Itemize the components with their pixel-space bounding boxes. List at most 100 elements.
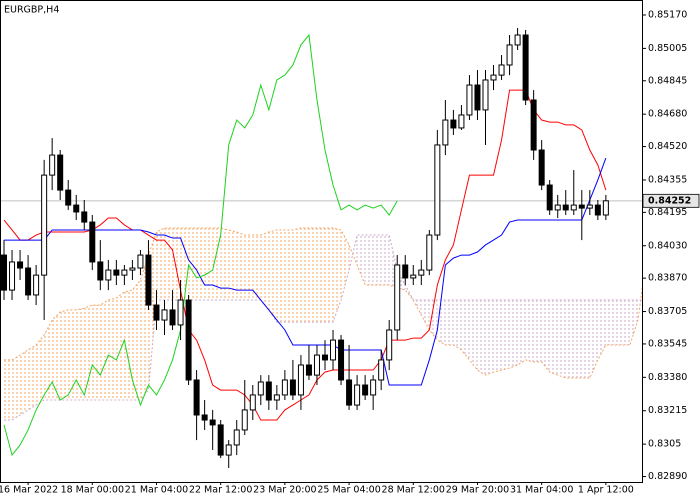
x-tick-label: 1 Apr 12:00 [578, 485, 634, 496]
cloud-segment [493, 300, 502, 373]
candle-body [506, 44, 513, 66]
cloud-segment [429, 300, 438, 341]
candle-body [273, 394, 280, 401]
cloud-segment [549, 300, 558, 376]
candle-body [466, 84, 473, 116]
cloud-segment [4, 359, 13, 421]
candle-body [233, 429, 240, 446]
cloud-segment [92, 305, 101, 401]
candle-body [9, 261, 16, 291]
cloud-segment [517, 300, 526, 365]
y-tick-label: 0.84520 [648, 141, 687, 152]
candle-body [281, 379, 288, 396]
cloud-segment [284, 229, 293, 323]
candle-body [426, 234, 433, 271]
candle-body [338, 339, 345, 381]
candle-body [121, 269, 128, 276]
cloud-segment [84, 305, 93, 401]
cloud-segment [76, 308, 85, 401]
y-tick-label: 0.83380 [648, 372, 687, 383]
y-tick-label: 0.84845 [648, 75, 687, 86]
candle-body [161, 309, 168, 321]
y-tick-label: 0.84355 [648, 174, 687, 185]
cloud-segment [172, 227, 181, 301]
x-tick-label: 21 Mar 04:00 [125, 485, 188, 496]
x-tick-label: 22 Mar 12:00 [189, 485, 252, 496]
candle-body [530, 99, 537, 151]
candle-body [113, 269, 120, 276]
cloud-segment [180, 227, 189, 301]
candle-body [474, 84, 481, 111]
candle-body [378, 359, 385, 381]
x-tick-label: 31 Mar 04:00 [510, 485, 573, 496]
cloud-segment [357, 235, 366, 286]
cloud-segment [308, 227, 317, 323]
cloud-segment [541, 300, 550, 373]
x-tick-label: 29 Mar 20:00 [446, 485, 509, 496]
candle-body [169, 309, 176, 326]
cloud-segment [108, 297, 117, 401]
candle-body [297, 364, 304, 396]
candle-body [17, 261, 24, 269]
candle-body [586, 204, 593, 209]
candle-body [81, 211, 88, 223]
candle-body [482, 79, 489, 111]
cloud-segment [325, 227, 334, 323]
candle-body [313, 354, 320, 376]
candle-body [386, 329, 393, 361]
cloud-segment [236, 231, 245, 301]
cloud-segment [485, 300, 494, 376]
candle-body [249, 394, 256, 411]
candle-body [129, 267, 136, 271]
candle-body [201, 414, 208, 421]
candle-body [49, 154, 56, 176]
cloud-segment [268, 229, 277, 323]
cloud-segment [228, 229, 237, 301]
chart-title: EURGBP,H4 [4, 5, 59, 16]
cloud-segment [276, 229, 285, 323]
cloud-segment [573, 300, 582, 378]
cloud-segment [292, 227, 301, 323]
x-tick-label: 25 Mar 04:00 [317, 485, 380, 496]
cloud-segment [100, 300, 109, 401]
candle-body [185, 299, 192, 381]
candle-body [562, 204, 569, 211]
candle-body [257, 381, 264, 396]
y-tick-label: 0.85005 [648, 43, 687, 54]
y-tick-label: 0.84680 [648, 109, 687, 120]
x-tick-label: 16 Mar 2022 [0, 485, 58, 496]
span-b-line [4, 234, 642, 421]
candle-body [73, 204, 80, 213]
cloud-segment [252, 235, 261, 301]
candle-body [209, 419, 216, 426]
cloud-segment [621, 300, 630, 345]
candle-body [578, 204, 585, 209]
candle-body [498, 64, 505, 76]
cloud-segment [12, 355, 21, 421]
candle-body [225, 444, 232, 456]
candle-body [1, 254, 8, 291]
candle-body [346, 379, 353, 406]
cloud-segment [629, 300, 638, 345]
candle-body [193, 379, 200, 416]
cloud-segment [341, 229, 350, 301]
candle-body [402, 264, 409, 279]
indicator-line [4, 157, 607, 386]
candle-body [442, 119, 449, 146]
cloud-segment [164, 227, 173, 301]
candle-body [410, 274, 417, 279]
candle-body [546, 184, 553, 211]
cloud-segment [44, 320, 53, 401]
price-label: 0.84252 [648, 195, 691, 206]
y-tick-label: 0.82890 [648, 471, 687, 482]
candle-body [434, 144, 441, 236]
candle-body [33, 274, 40, 296]
candle-body [89, 221, 96, 263]
cloud-segment [204, 227, 213, 301]
candle-body [25, 267, 32, 296]
y-tick-label: 0.83870 [648, 273, 687, 284]
x-tick-label: 28 Mar 12:00 [382, 485, 445, 496]
cloud-segment [260, 231, 269, 310]
cloud-segment [156, 227, 165, 301]
candle-body [458, 114, 465, 129]
